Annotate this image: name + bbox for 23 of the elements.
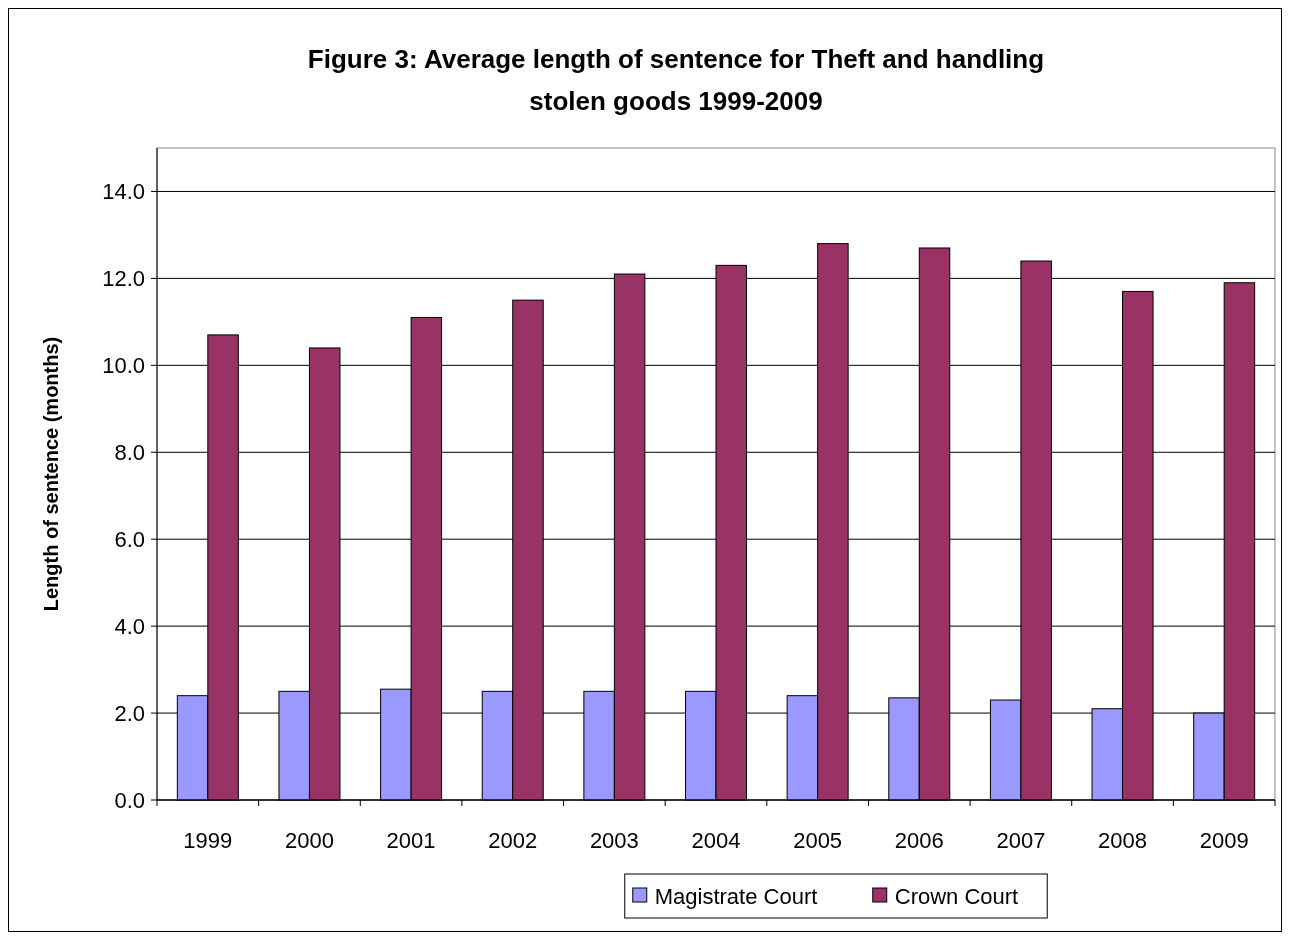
y-axis-title: Length of sentence (months) xyxy=(40,336,62,612)
x-tick-label: 2008 xyxy=(1098,828,1148,853)
legend-label: Magistrate Court xyxy=(654,883,818,909)
x-tick-label: 2003 xyxy=(589,828,639,853)
chart-title: Figure 3: Average length of sentence for Theft and handling stolen goods 1999-2009 xyxy=(307,44,1045,116)
x-tick-label: 2009 xyxy=(1199,828,1249,853)
x-tick-label: 2006 xyxy=(894,828,944,853)
x-tick-label: 2000 xyxy=(284,828,334,853)
x-tick-label: 2001 xyxy=(386,828,436,853)
y-tick-label: 12.0 xyxy=(102,266,145,292)
x-tick-label: 2007 xyxy=(996,828,1046,853)
y-tick-label: 10.0 xyxy=(102,353,145,379)
y-tick-label: 0.0 xyxy=(114,787,145,813)
legend-label: Crown Court xyxy=(894,883,1019,909)
y-tick-label: 6.0 xyxy=(114,526,145,552)
y-tick-label: 4.0 xyxy=(114,613,145,639)
y-tick-label: 8.0 xyxy=(114,439,145,465)
y-tick-label: 2.0 xyxy=(114,700,145,726)
y-tick-label: 14.0 xyxy=(102,179,145,205)
x-tick-label: 2005 xyxy=(793,828,843,853)
x-tick-label: 1999 xyxy=(183,828,233,853)
x-tick-label: 2004 xyxy=(691,828,741,853)
x-tick-label: 2002 xyxy=(488,828,538,853)
